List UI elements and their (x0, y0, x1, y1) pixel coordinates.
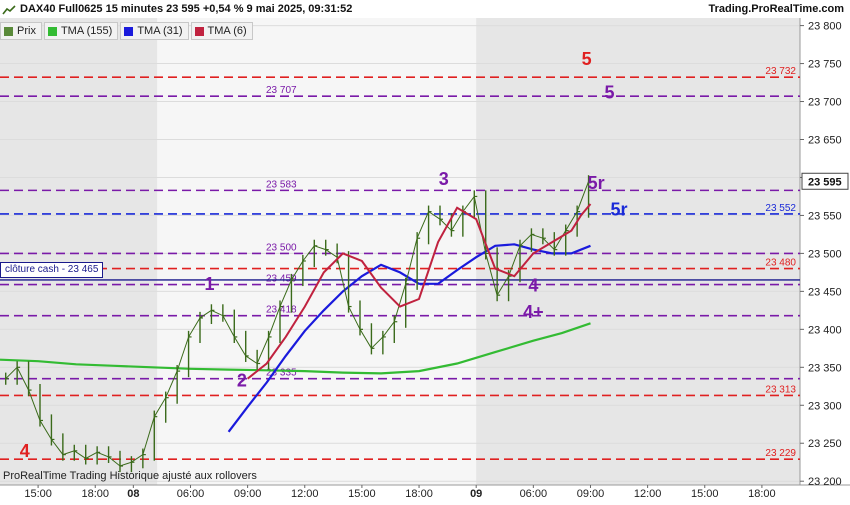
session-shade (476, 18, 800, 485)
y-tick-label: 23 550 (808, 210, 842, 222)
legend-label: Prix (17, 25, 36, 37)
wave-annotation: 4 (20, 441, 30, 461)
price-line (5, 181, 590, 467)
chart-title: DAX40 Full0625 15 minutes 23 595 +0,54 %… (20, 3, 353, 15)
x-tick-label: 15:00 (691, 488, 719, 500)
footer-note: ProRealTime Trading Historique ajusté au… (3, 470, 257, 482)
legend-item-prix[interactable]: Prix (0, 22, 42, 40)
wave-annotation: 5 (605, 82, 615, 102)
legend-swatch-tma6 (194, 26, 204, 36)
y-tick-label: 23 800 (808, 21, 842, 33)
x-tick-label: 15:00 (24, 488, 52, 500)
level-label: 23 229 (765, 448, 796, 459)
legend-label: TMA (6) (207, 25, 247, 37)
level-label: 23 480 (765, 258, 796, 269)
tma155-line (0, 322, 591, 375)
y-tick-label: 23 650 (808, 134, 842, 146)
x-tick-label: 18:00 (748, 488, 776, 500)
last-price-tag (801, 172, 849, 190)
level-label: 23 583 (266, 179, 297, 190)
x-tick-label: 09:00 (234, 488, 262, 500)
level-label: 23 335 (266, 368, 297, 379)
session-shade (0, 18, 158, 485)
cash-close-label: clôture cash - 23 465 (0, 262, 104, 278)
wave-annotation: 5r (611, 199, 628, 219)
level-label: 23 500 (266, 242, 297, 253)
legend-swatch-prix (4, 26, 13, 36)
wave-annotation: 4 (528, 275, 538, 295)
level-label: 23 707 (266, 85, 297, 96)
level-label: 23 552 (765, 203, 796, 214)
y-tick-label: 23 500 (808, 248, 842, 260)
x-tick-label: 12:00 (291, 488, 319, 500)
x-tick-label: 12:00 (634, 488, 662, 500)
wave-annotation: 1 (205, 274, 215, 294)
y-tick-label: 23 350 (808, 362, 842, 374)
level-label: 23 732 (765, 66, 796, 77)
x-tick-label: 09 (470, 488, 482, 500)
legend-swatch-tma155 (47, 26, 57, 36)
wave-annotation: 5r (588, 173, 605, 193)
x-tick-label: 18:00 (81, 488, 109, 500)
y-tick-label: 23 200 (808, 476, 842, 488)
y-tick-label: 23 300 (808, 400, 842, 412)
chart-type-icon[interactable] (2, 5, 16, 15)
legend-label: TMA (155) (60, 25, 113, 37)
x-tick-label: 06:00 (177, 488, 205, 500)
y-tick-label: 23 450 (808, 286, 842, 298)
brand-label: Trading.ProRealTime.com (708, 3, 844, 15)
x-tick-label: 18:00 (405, 488, 433, 500)
legend-item-tma155[interactable]: TMA (155) (43, 22, 119, 40)
indicator-legend: Prix TMA (155) TMA (31) TMA (6) (0, 22, 255, 40)
x-tick-label: 08 (127, 488, 139, 500)
x-tick-label: 06:00 (520, 488, 548, 500)
y-tick-label: 23 750 (808, 59, 842, 71)
legend-label: TMA (31) (137, 25, 183, 37)
wave-annotation: 3 (439, 169, 449, 189)
y-tick-label: 23 250 (808, 438, 842, 450)
legend-item-tma31[interactable]: TMA (31) (120, 22, 189, 40)
legend-item-tma6[interactable]: TMA (6) (190, 22, 253, 40)
x-tick-label: 15:00 (348, 488, 376, 500)
legend-swatch-tma31 (124, 26, 134, 36)
tma31-line (227, 243, 591, 433)
wave-annotation: 2 (237, 370, 247, 390)
level-label: 23 459 (266, 274, 297, 285)
wave-annotation: 4+ (523, 302, 544, 322)
level-label: 23 418 (266, 305, 297, 316)
last-price-label: 23 595 (808, 176, 842, 188)
price-axis-panel (800, 18, 850, 485)
level-label: 23 313 (765, 384, 796, 395)
y-tick-label: 23 400 (808, 324, 842, 336)
y-tick-label: 23 700 (808, 97, 842, 109)
tma6-line (246, 203, 592, 380)
wave-annotation: 5 (582, 49, 592, 69)
x-tick-label: 09:00 (577, 488, 605, 500)
